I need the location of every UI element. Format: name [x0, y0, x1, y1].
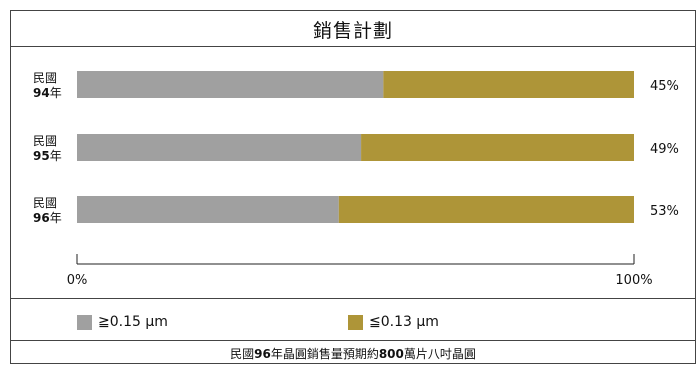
chart-frame: [10, 10, 696, 364]
legend-item-series-1: ≧0.15 μm: [77, 312, 168, 332]
legend-divider-top: [10, 298, 696, 299]
data-label-1: 45%: [650, 79, 679, 94]
bar-3-series-2: [338, 196, 634, 223]
legend-label-series-1: ≧0.15 μm: [98, 314, 168, 330]
category-label-2-line2: 95年: [33, 149, 62, 163]
category-label-3-line2: 96年: [33, 211, 62, 225]
bar-3-series-1: [77, 196, 339, 223]
chart-title: 銷售計劃: [312, 20, 393, 42]
footnote-pre: 民國: [230, 347, 255, 361]
category-label-2-line1: 民國: [33, 134, 57, 148]
legend-swatch-series-1: [77, 314, 92, 330]
bar-2-series-2: [361, 134, 634, 161]
x-tick-label-0: 0%: [67, 273, 88, 288]
legend-swatch-series-2: [348, 314, 363, 330]
x-tick-label-1: 100%: [615, 273, 652, 288]
footnote-amount: 800: [378, 347, 404, 361]
footnote-post: 萬片八吋晶圓: [403, 347, 476, 361]
data-label-3: 53%: [650, 204, 679, 219]
footnote-year: 96: [254, 347, 271, 361]
footnote-divider: [10, 340, 696, 341]
bar-1-series-1: [77, 71, 384, 98]
legend-item-series-2: ≦0.13 μm: [348, 312, 439, 332]
title-bar: [10, 10, 696, 47]
footnote-mid: 年晶圓銷售量預期約: [270, 347, 379, 361]
bar-1-series-2: [383, 71, 634, 98]
bar-2-series-1: [77, 134, 362, 161]
data-label-2: 49%: [650, 142, 679, 157]
legend-label-series-2: ≦0.13 μm: [369, 314, 439, 330]
category-label-3-line1: 民國: [33, 196, 57, 210]
category-label-1-line1: 民國: [33, 71, 57, 85]
footnote: 民國96年晶圓銷售量預期約800萬片八吋晶圓: [10, 345, 696, 362]
category-label-1-line2: 94年: [33, 86, 62, 100]
